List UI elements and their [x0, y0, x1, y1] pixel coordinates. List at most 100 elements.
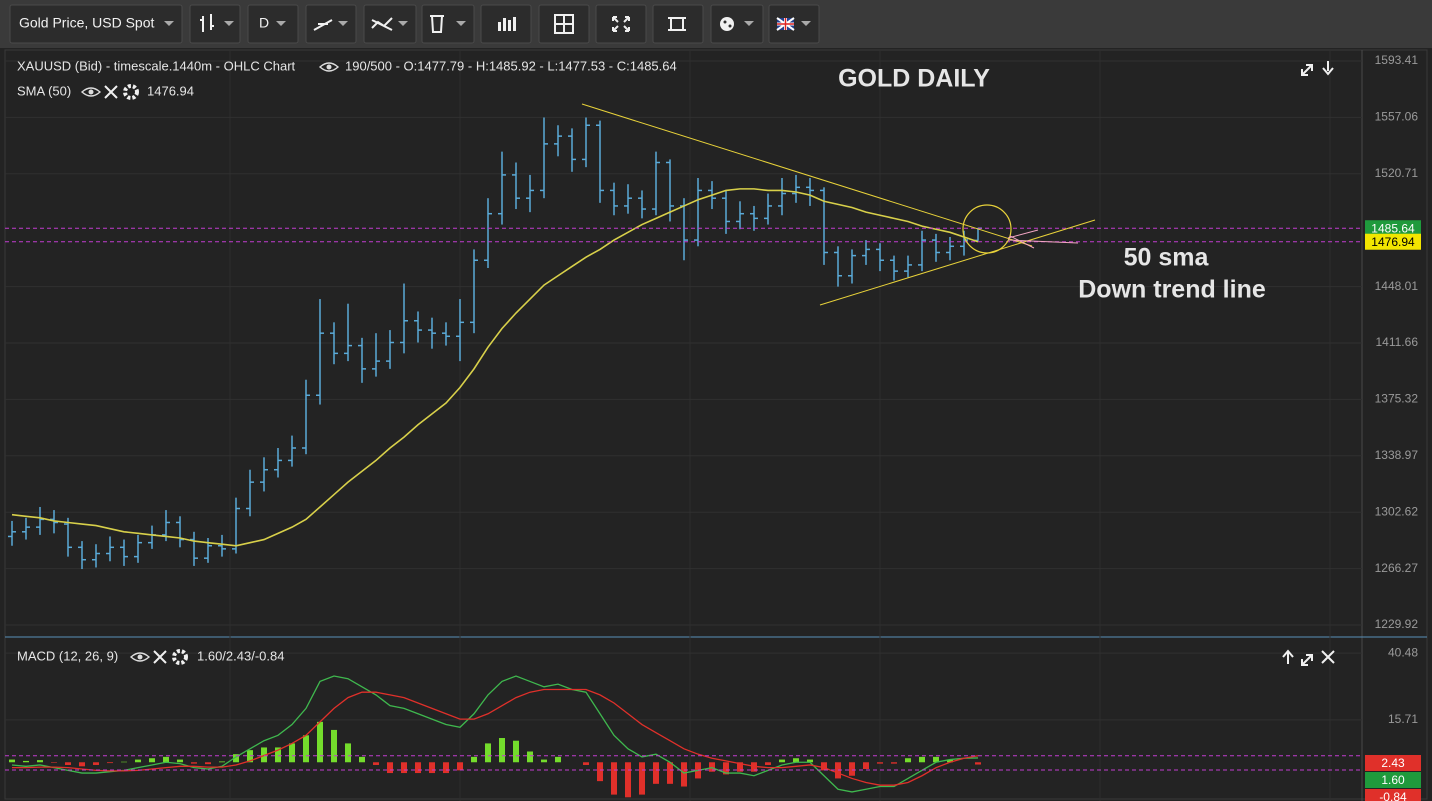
histogram-bar: [415, 762, 421, 774]
histogram-bar: [373, 762, 379, 765]
price-info: 190/500 - O:1477.79 - H:1485.92 - L:1477…: [345, 58, 677, 73]
histogram-bar: [275, 747, 281, 763]
pink-lines: [1007, 229, 1079, 249]
annotation: Down trend line: [1078, 276, 1266, 304]
histogram-bar: [93, 762, 99, 765]
histogram-bar: [555, 756, 561, 763]
histogram-bar: [667, 762, 673, 784]
vertical-grid: [229, 50, 1331, 801]
histogram-bar: [527, 751, 533, 763]
histogram-bar: [541, 759, 547, 763]
histogram-tag: -0.84: [1379, 790, 1407, 801]
pane-controls[interactable]: [1301, 61, 1334, 76]
histogram-tag-bg: [1365, 789, 1421, 801]
y-tick-label: 1448.01: [1375, 279, 1419, 293]
histogram-bar: [611, 762, 617, 795]
histogram-bar: [303, 735, 309, 763]
annotation: 50 sma: [1124, 244, 1210, 272]
histogram-bar: [905, 758, 911, 763]
histogram-bar: [387, 762, 393, 774]
settings-icon[interactable]: [172, 649, 188, 665]
sma-legend-value: 1476.94: [147, 83, 194, 98]
histogram-bar: [709, 762, 715, 772]
histogram-bar: [457, 762, 463, 771]
histogram-bar: [205, 762, 211, 765]
histogram-bar: [37, 760, 43, 763]
signal-tag-bg: [1365, 755, 1421, 771]
histogram-bar: [401, 762, 407, 774]
sma-tag-bg: [1365, 233, 1421, 250]
indicators-button[interactable]: [480, 4, 532, 44]
histogram-bar: [499, 738, 505, 763]
histogram-bar: [863, 762, 869, 770]
draw-tools-button[interactable]: [363, 4, 417, 44]
up-trend-line: [819, 219, 1096, 306]
histogram-bar: [79, 762, 85, 767]
snapshot-button[interactable]: [652, 4, 704, 44]
fullscreen-button[interactable]: [595, 4, 647, 44]
macd-pane-controls[interactable]: [1282, 649, 1335, 666]
histogram-bar: [219, 761, 225, 763]
y-tick-label: 1557.06: [1375, 110, 1419, 124]
histogram-bar: [807, 759, 813, 763]
last-price-tag-bg: [1365, 220, 1421, 237]
macd-line: [11, 675, 979, 793]
eye-icon[interactable]: [80, 87, 102, 97]
histogram-bar: [751, 762, 757, 772]
y-tick-label: 1411.66: [1376, 335, 1419, 349]
symbol-label: Gold Price, USD Spot: [19, 15, 154, 31]
sma-line: [11, 188, 979, 547]
chart-frame: [4, 49, 1428, 800]
price-title: XAUUSD (Bid) - timescale.1440m - OHLC Ch…: [17, 58, 296, 73]
theme-button[interactable]: [710, 4, 764, 44]
histogram-bar: [919, 756, 925, 763]
draw-line-button[interactable]: [305, 4, 357, 44]
macd-tag: 1.60: [1381, 773, 1405, 787]
delete-button[interactable]: [421, 4, 475, 44]
marks-layer: [5, 117, 1362, 798]
remove-icon[interactable]: [104, 85, 118, 99]
symbol-button[interactable]: Gold Price, USD Spot: [9, 4, 183, 44]
annotation: GOLD DAILY: [838, 65, 990, 93]
eye-icon[interactable]: [318, 62, 340, 72]
remove-icon[interactable]: [153, 650, 167, 664]
histogram-bar: [975, 762, 981, 765]
settings-icon[interactable]: [123, 84, 139, 100]
histogram-bar: [191, 762, 197, 764]
histogram-bar: [163, 756, 169, 763]
histogram-bar: [625, 762, 631, 798]
chart-type-button[interactable]: [189, 4, 241, 44]
histogram-bar: [107, 762, 113, 764]
histogram-bar: [821, 762, 827, 771]
histogram-bar: [849, 762, 855, 776]
histogram-bar: [23, 760, 29, 763]
interval-label: D: [259, 15, 269, 31]
macd-line: [12, 688, 979, 786]
last-price-tag: 1485.64: [1371, 221, 1415, 235]
trendlines: [581, 103, 1096, 306]
histogram-bar: [9, 759, 15, 763]
language-button[interactable]: [768, 4, 820, 44]
y-tick-label: 1229.92: [1375, 617, 1419, 631]
interval-button[interactable]: D: [247, 4, 299, 44]
histogram-bar: [345, 743, 351, 763]
histogram-bar: [149, 758, 155, 763]
y-tick-label: 1266.27: [1375, 561, 1419, 575]
histogram-bar: [597, 762, 603, 782]
y-tick-label: 40.48: [1388, 645, 1418, 659]
histogram-bar: [723, 762, 729, 775]
layout-button[interactable]: [538, 4, 590, 44]
breakout-circle: [962, 204, 1012, 254]
histogram-bar: [135, 759, 141, 763]
y-tick-label: 15.71: [1388, 712, 1418, 726]
histogram-bar: [779, 759, 785, 763]
y-tick-label: 1520.71: [1375, 166, 1419, 180]
histogram-bar: [933, 756, 939, 763]
y-tick-label: 1302.62: [1375, 504, 1419, 518]
eye-icon[interactable]: [129, 652, 151, 662]
histogram-bar: [51, 762, 57, 763]
histogram-bar: [65, 762, 71, 765]
histogram-bar: [653, 762, 659, 784]
